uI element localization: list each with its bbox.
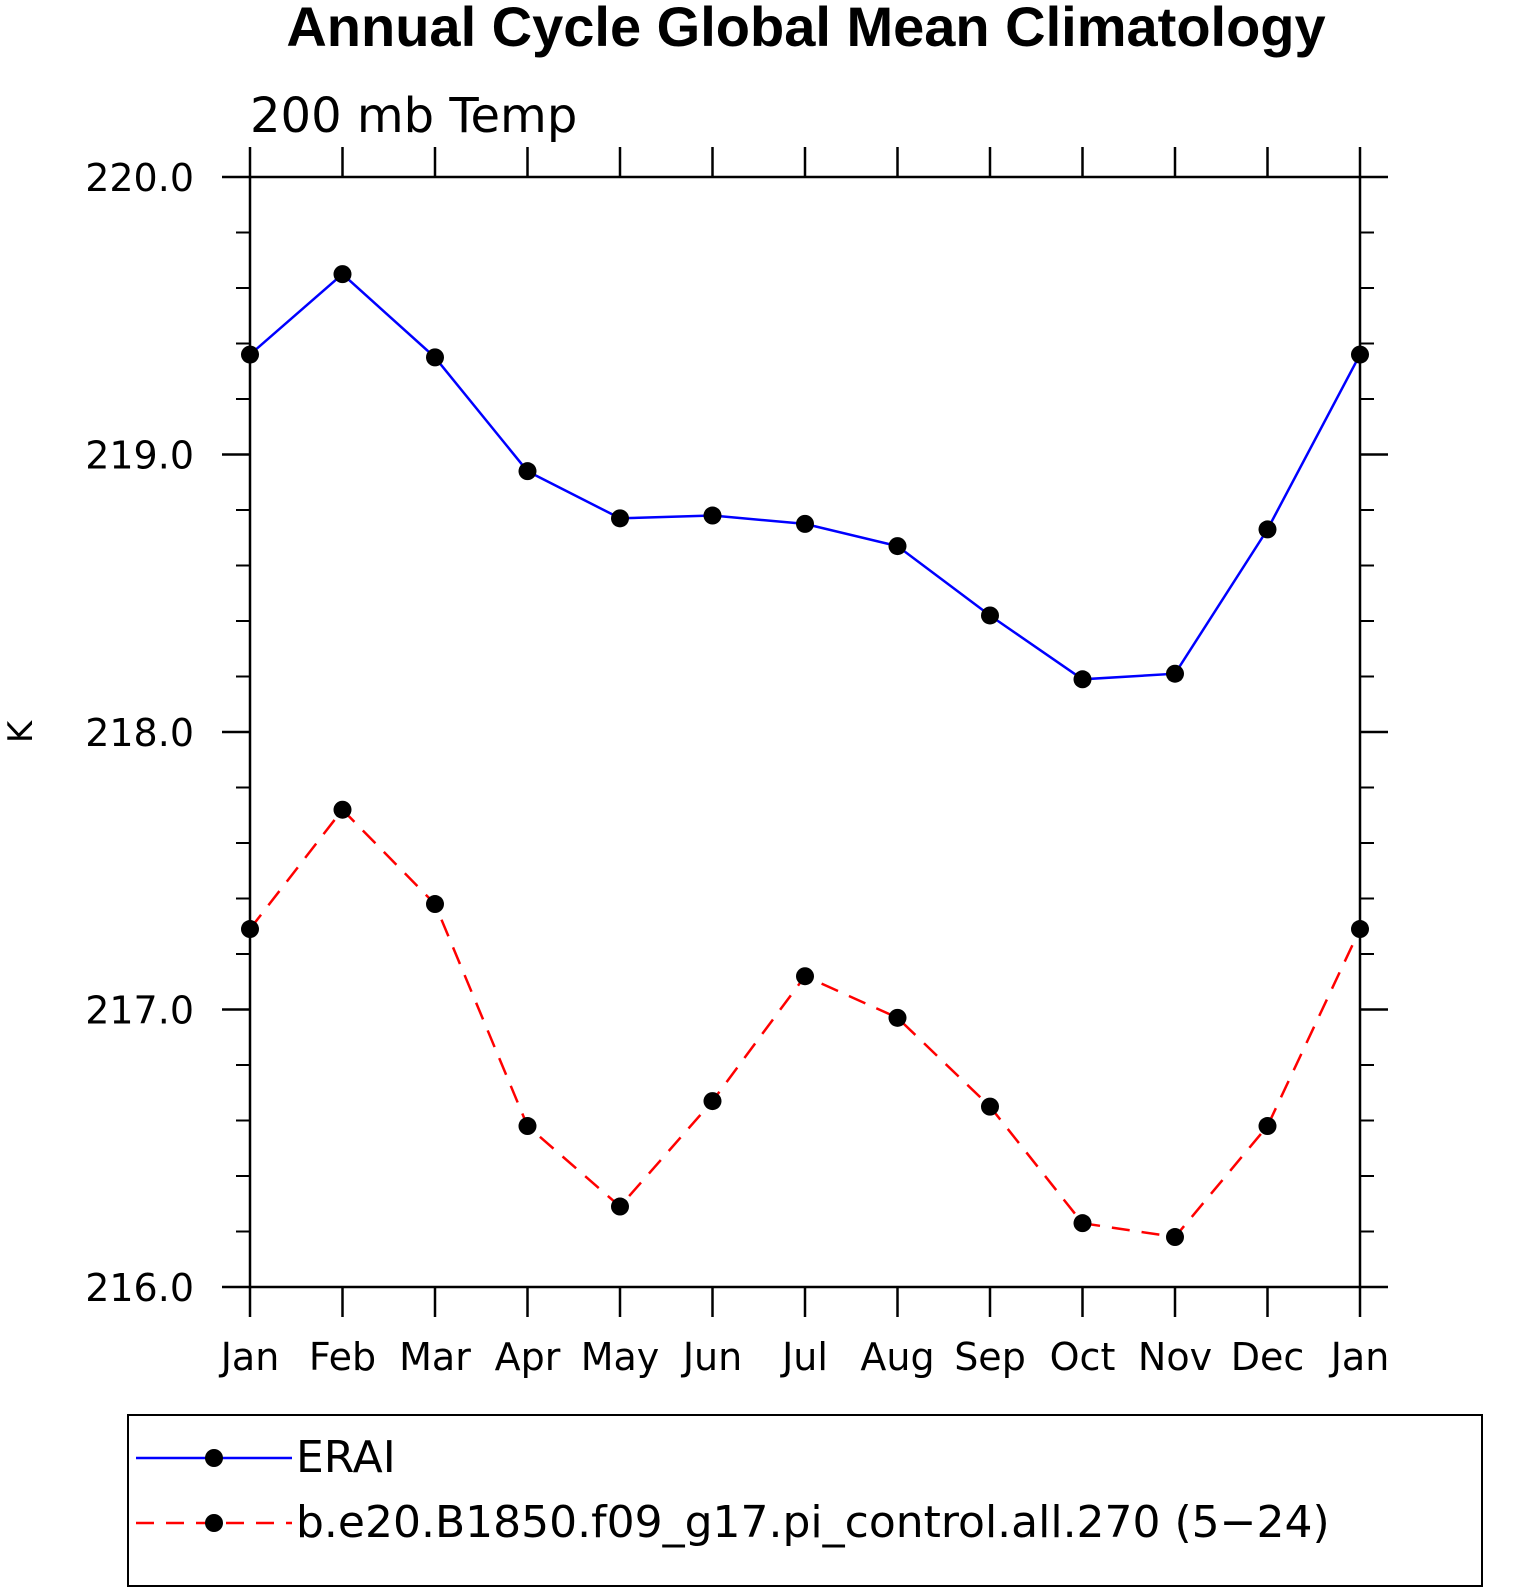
legend-label-model: b.e20.B1850.f09_g17.pi_control.all.270 (… <box>296 1497 1330 1548</box>
x-tick-label: Dec <box>1231 1335 1305 1379</box>
series-0-point <box>333 265 352 284</box>
series-0-point <box>796 514 814 533</box>
legend-box <box>127 1414 1483 1587</box>
x-tick-label: Jun <box>681 1335 742 1379</box>
series-0-point <box>611 509 629 528</box>
legend-label-erai: ERAI <box>296 1432 396 1483</box>
series-1-point <box>703 1092 722 1111</box>
series-line-0 <box>249 272 1362 681</box>
x-tick-label: Oct <box>1050 1335 1116 1379</box>
series-1-point <box>796 967 814 986</box>
series-layer <box>241 265 1369 1247</box>
series-1-point <box>333 800 352 819</box>
x-tick-label: Sep <box>954 1335 1026 1379</box>
x-tick-label: Mar <box>399 1335 471 1379</box>
series-0-point <box>426 348 444 367</box>
x-tick-label: Jul <box>780 1335 828 1379</box>
x-tick-label: Apr <box>495 1335 561 1379</box>
plot-frame <box>248 175 1362 1289</box>
series-line-1 <box>249 807 1362 1239</box>
series-1-point <box>426 895 444 914</box>
x-tick-label: Aug <box>860 1335 934 1379</box>
series-0-point <box>1166 664 1184 683</box>
series-1-point <box>888 1008 907 1027</box>
series-1-point <box>611 1197 629 1216</box>
y-tick-label: 220.0 <box>85 156 194 200</box>
series-0-point <box>981 606 999 625</box>
y-tick-label: 217.0 <box>85 989 194 1033</box>
series-1-point <box>1073 1214 1092 1233</box>
series-1-point <box>1258 1117 1277 1136</box>
legend-marker-model <box>205 1514 223 1532</box>
y-tick-label: 219.0 <box>85 434 194 478</box>
series-0-point <box>1258 520 1277 539</box>
series-1-point <box>1166 1228 1184 1247</box>
legend-marker-erai <box>205 1449 223 1467</box>
chart-title: Annual Cycle Global Mean Climatology <box>286 0 1325 58</box>
tick-labels: Jan Feb Mar Apr May Jun Jul Aug Sep Oct Nov Dec Jan 2… <box>85 156 1389 1379</box>
series-0-point <box>703 506 722 525</box>
series-1-point <box>981 1097 999 1116</box>
x-tick-label: Nov <box>1138 1335 1212 1379</box>
legend: ERAI b.e20.B1850.f09_g17.pi_control.all.… <box>127 1414 1483 1587</box>
series-0-point <box>518 462 537 481</box>
series-0-point <box>1073 670 1092 689</box>
x-tick-label: May <box>581 1335 660 1379</box>
x-tick-label: Jan <box>1329 1335 1390 1379</box>
series-1-point <box>518 1117 537 1136</box>
axis-ticks <box>222 147 1388 1317</box>
y-axis-label: K <box>1 719 41 743</box>
series-0-point <box>888 537 907 556</box>
x-tick-label: Jan <box>219 1335 280 1379</box>
y-tick-label: 216.0 <box>85 1266 194 1310</box>
chart-subtitle: 200 mb Temp <box>250 88 577 144</box>
x-tick-label: Feb <box>309 1335 376 1379</box>
y-tick-label: 218.0 <box>85 711 194 755</box>
